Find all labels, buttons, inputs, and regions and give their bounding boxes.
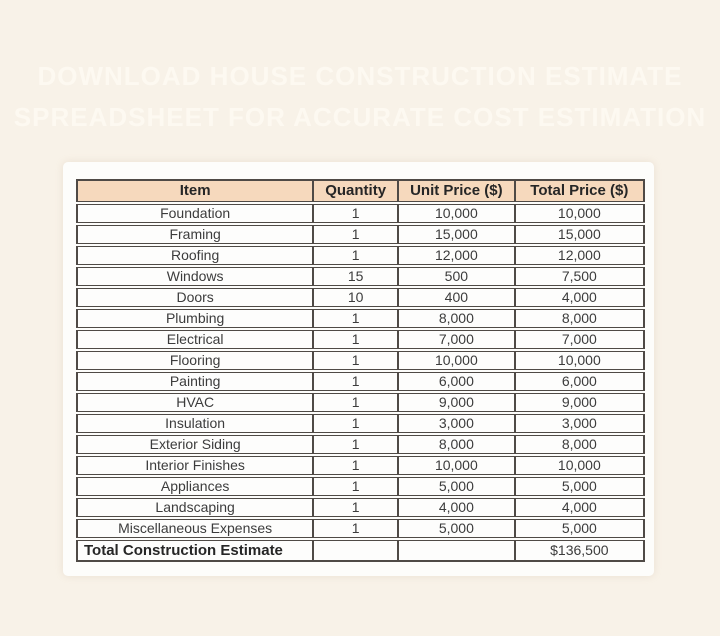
value-cell: 400 bbox=[398, 288, 515, 307]
page-title: DOWNLOAD HOUSE CONSTRUCTION ESTIMATE SPR… bbox=[0, 56, 720, 138]
value-cell: 1 bbox=[313, 204, 399, 223]
value-cell: 10,000 bbox=[514, 204, 645, 223]
item-cell: Interior Finishes bbox=[76, 456, 314, 475]
value-cell: 1 bbox=[313, 435, 399, 454]
value-cell: 15,000 bbox=[514, 225, 645, 244]
value-cell: 1 bbox=[313, 225, 399, 244]
item-cell: Painting bbox=[76, 372, 314, 391]
table-row-painting: Painting 1 6,000 6,000 bbox=[76, 372, 645, 391]
item-cell: Electrical bbox=[76, 330, 314, 349]
column-header-item: Item bbox=[76, 179, 314, 202]
value-cell: 8,000 bbox=[514, 435, 645, 454]
item-cell: Flooring bbox=[76, 351, 314, 370]
table-row-doors: Doors 10 400 4,000 bbox=[76, 288, 645, 307]
value-cell: 10,000 bbox=[398, 351, 515, 370]
table-row-roofing: Roofing 1 12,000 12,000 bbox=[76, 246, 645, 265]
table-row-flooring: Flooring 1 10,000 10,000 bbox=[76, 351, 645, 370]
table-row-landscaping: Landscaping 1 4,000 4,000 bbox=[76, 498, 645, 517]
value-cell: 4,000 bbox=[514, 498, 645, 517]
item-cell: Landscaping bbox=[76, 498, 314, 517]
value-cell: 1 bbox=[313, 330, 399, 349]
item-cell: Windows bbox=[76, 267, 314, 286]
value-cell: 1 bbox=[313, 246, 399, 265]
item-cell: Roofing bbox=[76, 246, 314, 265]
value-cell: 15,000 bbox=[398, 225, 515, 244]
value-cell: 8,000 bbox=[398, 435, 515, 454]
total-row: Total Construction Estimate $136,500 bbox=[76, 540, 645, 562]
value-cell: 1 bbox=[313, 498, 399, 517]
column-header-total-price: Total Price ($) bbox=[514, 179, 645, 202]
value-cell: 4,000 bbox=[398, 498, 515, 517]
value-cell: 1 bbox=[313, 456, 399, 475]
value-cell: 500 bbox=[398, 267, 515, 286]
table-row-exterior-siding: Exterior Siding 1 8,000 8,000 bbox=[76, 435, 645, 454]
value-cell: 1 bbox=[313, 414, 399, 433]
column-header-quantity: Quantity bbox=[313, 179, 399, 202]
table-body: Foundation 1 10,000 10,000 Framing 1 15,000 15,… bbox=[76, 204, 645, 562]
value-cell: 15 bbox=[313, 267, 399, 286]
table-header-row: Item Quantity Unit Price ($) Total Price ($… bbox=[76, 179, 645, 202]
value-cell: 5,000 bbox=[514, 477, 645, 496]
table-row-insulation: Insulation 1 3,000 3,000 bbox=[76, 414, 645, 433]
value-cell: 3,000 bbox=[398, 414, 515, 433]
value-cell: 1 bbox=[313, 519, 399, 538]
value-cell: 9,000 bbox=[514, 393, 645, 412]
value-cell: 1 bbox=[313, 477, 399, 496]
value-cell: 10 bbox=[313, 288, 399, 307]
value-cell: 10,000 bbox=[398, 456, 515, 475]
item-cell: Doors bbox=[76, 288, 314, 307]
table-row-windows: Windows 15 500 7,500 bbox=[76, 267, 645, 286]
value-cell: 6,000 bbox=[398, 372, 515, 391]
page-title-line-1: DOWNLOAD HOUSE CONSTRUCTION ESTIMATE bbox=[37, 61, 683, 91]
page-title-line-2: SPREADSHEET FOR ACCURATE COST ESTIMATION bbox=[13, 102, 707, 132]
value-cell: 4,000 bbox=[514, 288, 645, 307]
estimate-table: Item Quantity Unit Price ($) Total Price ($… bbox=[76, 177, 645, 564]
value-cell: 10,000 bbox=[514, 351, 645, 370]
value-cell: 7,500 bbox=[514, 267, 645, 286]
item-cell: Foundation bbox=[76, 204, 314, 223]
total-label-cell: Total Construction Estimate bbox=[76, 540, 314, 562]
value-cell: 8,000 bbox=[398, 309, 515, 328]
item-cell: Exterior Siding bbox=[76, 435, 314, 454]
value-cell: 1 bbox=[313, 309, 399, 328]
table-row-foundation: Foundation 1 10,000 10,000 bbox=[76, 204, 645, 223]
value-cell: 10,000 bbox=[514, 456, 645, 475]
item-cell: Appliances bbox=[76, 477, 314, 496]
item-cell: Framing bbox=[76, 225, 314, 244]
table-row-plumbing: Plumbing 1 8,000 8,000 bbox=[76, 309, 645, 328]
value-cell: 9,000 bbox=[398, 393, 515, 412]
value-cell: 5,000 bbox=[398, 519, 515, 538]
value-cell: 6,000 bbox=[514, 372, 645, 391]
value-cell: 7,000 bbox=[398, 330, 515, 349]
item-cell: HVAC bbox=[76, 393, 314, 412]
total-price-cell: $136,500 bbox=[514, 540, 645, 562]
value-cell: 5,000 bbox=[398, 477, 515, 496]
total-unit-price-cell bbox=[398, 540, 515, 562]
column-header-unit-price: Unit Price ($) bbox=[398, 179, 515, 202]
value-cell: 1 bbox=[313, 372, 399, 391]
value-cell: 3,000 bbox=[514, 414, 645, 433]
item-cell: Miscellaneous Expenses bbox=[76, 519, 314, 538]
spreadsheet-card: Item Quantity Unit Price ($) Total Price ($… bbox=[63, 162, 654, 576]
value-cell: 12,000 bbox=[514, 246, 645, 265]
value-cell: 8,000 bbox=[514, 309, 645, 328]
value-cell: 1 bbox=[313, 351, 399, 370]
table-row-miscellaneous-expenses: Miscellaneous Expenses 1 5,000 5,000 bbox=[76, 519, 645, 538]
item-cell: Insulation bbox=[76, 414, 314, 433]
value-cell: 7,000 bbox=[514, 330, 645, 349]
table-row-electrical: Electrical 1 7,000 7,000 bbox=[76, 330, 645, 349]
table-row-appliances: Appliances 1 5,000 5,000 bbox=[76, 477, 645, 496]
value-cell: 1 bbox=[313, 393, 399, 412]
item-cell: Plumbing bbox=[76, 309, 314, 328]
table-row-interior-finishes: Interior Finishes 1 10,000 10,000 bbox=[76, 456, 645, 475]
value-cell: 10,000 bbox=[398, 204, 515, 223]
value-cell: 12,000 bbox=[398, 246, 515, 265]
table-row-hvac: HVAC 1 9,000 9,000 bbox=[76, 393, 645, 412]
table-row-framing: Framing 1 15,000 15,000 bbox=[76, 225, 645, 244]
value-cell: 5,000 bbox=[514, 519, 645, 538]
total-quantity-cell bbox=[313, 540, 399, 562]
